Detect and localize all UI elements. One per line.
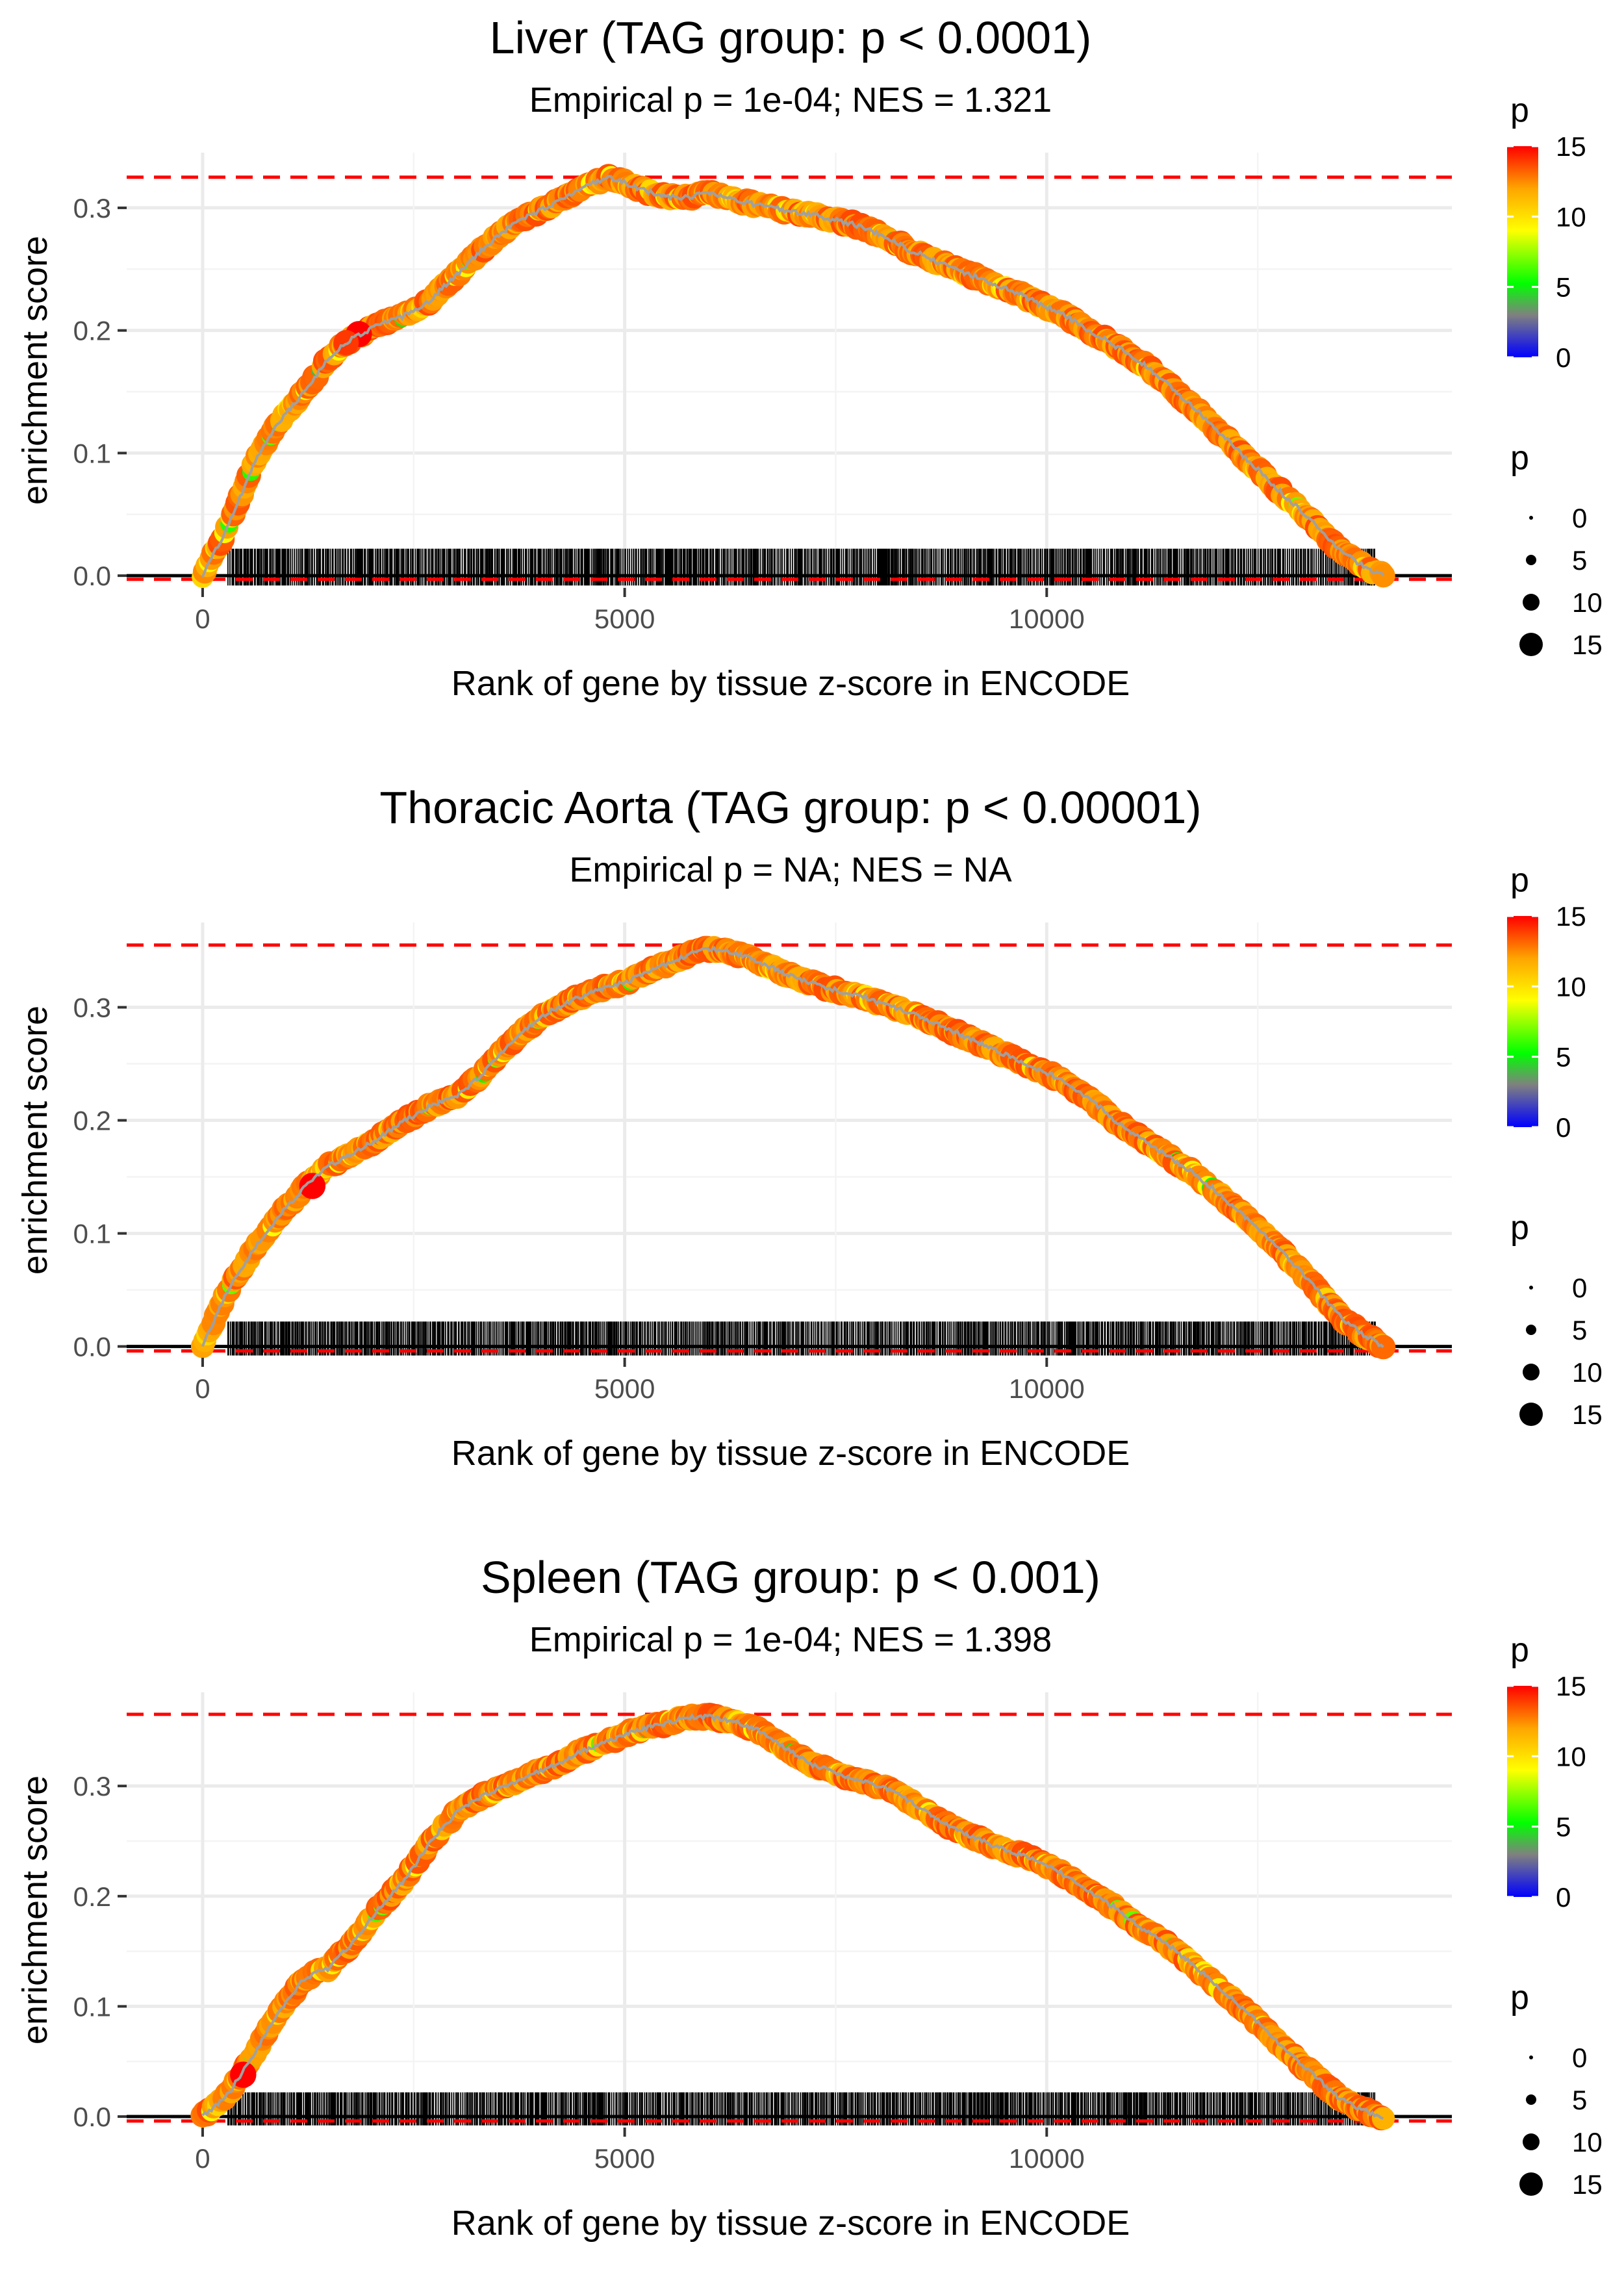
- size-legend-label: 10: [1572, 1357, 1603, 1388]
- x-tick-label: 0: [195, 604, 210, 634]
- color-legend: p 0 5 10 15: [1507, 92, 1586, 373]
- color-legend-label: 10: [1556, 1741, 1586, 1772]
- size-legend-dot: [1526, 555, 1536, 565]
- x-tick-label: 10000: [1009, 1373, 1085, 1404]
- size-legend-label: 15: [1572, 630, 1603, 660]
- color-legend: p 0 5 10 15: [1507, 1631, 1586, 1913]
- y-tick-label: 0.1: [73, 1991, 111, 2022]
- chart-title: Thoracic Aorta (TAG group: p < 0.00001): [379, 782, 1201, 833]
- x-tick-label: 5000: [594, 2143, 655, 2174]
- color-legend: p 0 5 10 15: [1507, 861, 1586, 1143]
- y-tick-label: 0.3: [73, 193, 111, 223]
- color-legend-title: p: [1510, 861, 1529, 899]
- x-axis-title: Rank of gene by tissue z-score in ENCODE: [451, 664, 1130, 703]
- size-legend-label: 5: [1572, 545, 1587, 576]
- size-legend-title: p: [1510, 1979, 1529, 2016]
- hit-rug: [227, 1321, 1376, 1356]
- color-legend-label: 5: [1556, 1812, 1571, 1842]
- size-legend-dot: [1519, 1403, 1543, 1426]
- y-axis-title: enrichment score: [16, 1006, 55, 1275]
- y-tick-label: 0.1: [73, 438, 111, 468]
- size-legend-label: 0: [1572, 503, 1587, 533]
- chart-panel-3: Spleen (TAG group: p < 0.001) Empirical p…: [16, 1552, 1603, 2243]
- curve-point-highlight: [299, 1173, 326, 1199]
- color-legend-label: 5: [1556, 1042, 1571, 1073]
- x-axis-title: Rank of gene by tissue z-score in ENCODE: [451, 2204, 1130, 2243]
- x-tick-label: 0: [195, 1373, 210, 1404]
- color-legend-bar: [1507, 1686, 1538, 1897]
- y-tick-label: 0.3: [73, 993, 111, 1023]
- color-legend-label: 15: [1556, 1671, 1586, 1701]
- y-tick-label: 0.2: [73, 316, 111, 346]
- chart-title: Spleen (TAG group: p < 0.001): [481, 1552, 1100, 1603]
- chart-subtitle: Empirical p = 1e-04; NES = 1.398: [529, 1620, 1052, 1659]
- color-legend-bar: [1507, 146, 1538, 357]
- size-legend-dot: [1523, 2133, 1540, 2150]
- chart-subtitle: Empirical p = 1e-04; NES = 1.321: [529, 81, 1052, 120]
- size-legend-label: 10: [1572, 587, 1603, 618]
- color-legend-title: p: [1510, 92, 1529, 129]
- size-legend-label: 5: [1572, 1315, 1587, 1345]
- size-legend-dot: [1526, 2094, 1536, 2105]
- size-legend-dot: [1519, 2172, 1543, 2196]
- size-legend: p 0 5 10 15: [1510, 439, 1603, 660]
- y-tick-label: 0.0: [73, 561, 111, 591]
- size-legend-title: p: [1510, 439, 1529, 477]
- size-legend-dot: [1526, 1325, 1536, 1335]
- x-axis-title: Rank of gene by tissue z-score in ENCODE: [451, 1434, 1130, 1473]
- color-legend-title: p: [1510, 1631, 1529, 1669]
- size-legend-label: 0: [1572, 1273, 1587, 1303]
- color-legend-bar: [1507, 916, 1538, 1127]
- hit-rug: [227, 548, 1375, 586]
- size-legend-label: 10: [1572, 2127, 1603, 2157]
- color-legend-label: 10: [1556, 201, 1586, 232]
- y-axis-title: enrichment score: [16, 1775, 55, 2044]
- size-legend-title: p: [1510, 1209, 1529, 1247]
- y-tick-label: 0.1: [73, 1219, 111, 1249]
- x-tick-label: 5000: [594, 1373, 655, 1404]
- color-legend-label: 10: [1556, 971, 1586, 1002]
- size-legend-dot: [1529, 1286, 1533, 1290]
- y-tick-label: 0.2: [73, 1106, 111, 1136]
- curve-line: [201, 945, 1384, 1349]
- y-tick-label: 0.2: [73, 1881, 111, 1912]
- y-tick-label: 0.3: [73, 1771, 111, 1801]
- chart-panel-2: Thoracic Aorta (TAG group: p < 0.00001) E…: [16, 782, 1603, 1473]
- chart-subtitle: Empirical p = NA; NES = NA: [569, 850, 1011, 889]
- x-tick-label: 10000: [1009, 2143, 1085, 2174]
- x-tick-label: 10000: [1009, 604, 1085, 634]
- curve-line: [201, 1713, 1384, 2120]
- chart-panel-1: Liver (TAG group: p < 0.0001) Empirical p…: [16, 12, 1603, 703]
- chart-title: Liver (TAG group: p < 0.0001): [490, 12, 1092, 63]
- size-legend-dot: [1523, 1364, 1540, 1380]
- color-legend-label: 0: [1556, 342, 1571, 373]
- color-legend-label: 15: [1556, 131, 1586, 162]
- color-legend-label: 0: [1556, 1882, 1571, 1913]
- curve-line: [201, 175, 1385, 578]
- color-legend-label: 15: [1556, 901, 1586, 932]
- size-legend-dot: [1519, 633, 1543, 656]
- x-tick-label: 5000: [594, 604, 655, 634]
- size-legend-label: 5: [1572, 2085, 1587, 2115]
- y-axis-title: enrichment score: [16, 236, 55, 505]
- size-legend-label: 15: [1572, 2169, 1603, 2200]
- size-legend-dot: [1523, 594, 1540, 611]
- size-legend-dot: [1529, 2055, 1533, 2059]
- size-legend-dot: [1529, 516, 1533, 520]
- x-tick-label: 0: [195, 2143, 210, 2174]
- color-legend-label: 0: [1556, 1112, 1571, 1143]
- size-legend-label: 0: [1572, 2042, 1587, 2073]
- y-tick-label: 0.0: [73, 1332, 111, 1362]
- size-legend: p 0 5 10 15: [1510, 1979, 1603, 2200]
- color-legend-label: 5: [1556, 272, 1571, 303]
- size-legend: p 0 5 10 15: [1510, 1209, 1603, 1430]
- y-tick-label: 0.0: [73, 2102, 111, 2132]
- size-legend-label: 15: [1572, 1399, 1603, 1430]
